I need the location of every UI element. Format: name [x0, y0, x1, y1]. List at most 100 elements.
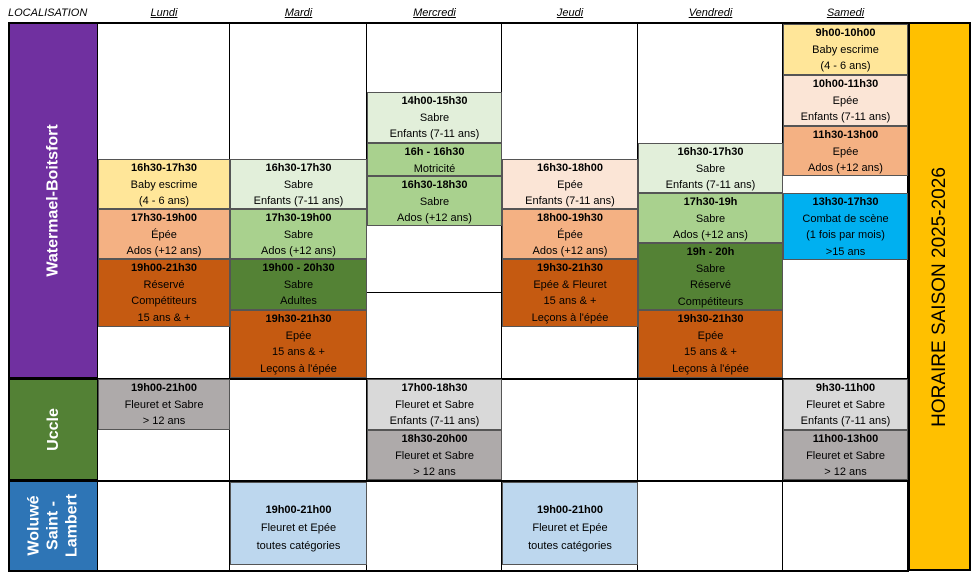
session-line: Epée [832, 145, 859, 158]
session-line: toutes catégories [528, 540, 612, 552]
session-block-lundi-uccle: 19h00-21h00 Fleuret et Sabre > 12 ans [98, 379, 230, 430]
session-time: 9h00-10h00 [815, 27, 876, 39]
session-line: Enfants (7-11 ans) [389, 415, 480, 428]
session-time: 19h30-21h30 [536, 262, 604, 274]
session-time: 17h30-19h00 [130, 212, 198, 224]
session-block-vendredi-3: 19h - 20h Sabre Réservé Compétiteurs [638, 243, 783, 310]
session-line: 15 ans & + [137, 311, 191, 324]
session-block-jeudi-1: 16h30-18h00 Epée Enfants (7-11 ans) [502, 159, 638, 209]
session-line: Réservé [690, 279, 731, 292]
session-block-samedi-2: 10h00-11h30 Epée Enfants (7-11 ans) [783, 75, 908, 126]
session-line: (4 - 6 ans) [820, 60, 871, 73]
session-line: Epée [557, 178, 583, 191]
location-uccle: Uccle [8, 378, 98, 480]
session-time: 18h00-19h30 [536, 212, 604, 224]
session-time: 17h30-19h00 [265, 212, 332, 224]
session-line: > 12 ans [824, 466, 867, 479]
session-time: 9h30-11h00 [815, 382, 876, 394]
session-line: Sabre [695, 212, 726, 225]
session-line: Sabre [283, 228, 314, 241]
session-time: 11h00-13h00 [812, 433, 879, 445]
session-time: 19h - 20h [686, 246, 735, 258]
session-time: 16h30-18h30 [401, 179, 468, 191]
session-line: 15 ans & + [272, 346, 325, 359]
session-line: Baby escrime [130, 178, 198, 191]
session-line: (1 fois par mois) [806, 229, 885, 242]
session-block-samedi-4: 13h30-17h30 Combat de scène (1 fois par … [783, 193, 908, 260]
session-block-lundi-2: 17h30-19h00 Épée Ados (+12 ans) [98, 209, 230, 259]
session-time: 18h30-20h00 [401, 433, 468, 445]
session-block-mercredi-2: 16h - 16h30 Motricité [367, 143, 502, 176]
session-block-mercredi-3: 16h30-18h30 Sabre Ados (+12 ans) [367, 176, 502, 226]
header-day-samedi: Samedi [826, 7, 865, 19]
header-day-vendredi: Vendredi [688, 7, 733, 19]
header-day-jeudi: Jeudi [556, 7, 584, 19]
session-line: toutes catégories [256, 540, 341, 552]
session-block-mardi-3: 19h00 - 20h30 Sabre Adultes [230, 259, 367, 310]
session-block-vendredi-2: 17h30-19h Sabre Ados (+12 ans) [638, 193, 783, 243]
session-block-samedi-uccle-2: 11h00-13h00 Fleuret et Sabre > 12 ans [783, 430, 908, 480]
season-label: HORAIRE SAISON 2025-2026 [928, 166, 950, 427]
session-line: Ados (+12 ans) [532, 245, 608, 258]
session-time: 14h00-15h30 [401, 95, 468, 107]
session-time: 17h30-19h [683, 196, 738, 208]
header-localisation: LOCALISATION [8, 7, 88, 19]
session-line: Épée [557, 228, 583, 241]
session-line: Adultes [280, 295, 317, 308]
session-line: Fleuret et Epée [260, 522, 337, 534]
header-day-mardi: Mardi [284, 7, 313, 19]
session-block-lundi-1: 16h30-17h30 Baby escrime (4 - 6 ans) [98, 159, 230, 209]
session-line: > 12 ans [142, 415, 186, 428]
session-line: Compétiteurs [131, 295, 197, 308]
session-time: 19h30-21h30 [265, 313, 332, 325]
session-block-vendredi-4: 19h30-21h30 Epée 15 ans & + Leçons à l'é… [638, 310, 783, 378]
session-line: Combat de scène [802, 212, 889, 225]
session-block-mardi-woluwe: 19h00-21h00 Fleuret et Epée toutes catég… [230, 482, 367, 565]
session-line: Enfants (7-11 ans) [389, 128, 480, 141]
session-line: Motricité [413, 162, 456, 175]
session-block-mercredi-uccle-2: 18h30-20h00 Fleuret et Sabre > 12 ans [367, 430, 502, 480]
session-line: Fleuret et Sabre [806, 398, 885, 411]
session-time: 13h30-17h30 [812, 196, 879, 208]
session-line: Épée [151, 228, 177, 241]
session-block-jeudi-woluwe: 19h00-21h00 Fleuret et Epée toutes catég… [502, 482, 638, 565]
session-time: 17h00-18h30 [401, 382, 468, 394]
session-line: Enfants (7-11 ans) [800, 111, 891, 124]
season-panel: HORAIRE SAISON 2025-2026 [908, 22, 971, 571]
session-line: Epée & Fleuret [533, 278, 607, 291]
session-line: > 12 ans [413, 466, 456, 479]
session-line: Leçons à l'épée [531, 311, 609, 324]
session-line: Epée [285, 329, 312, 342]
session-line: Enfants (7-11 ans) [525, 195, 615, 208]
session-line: Enfants (7-11 ans) [253, 195, 344, 208]
session-block-jeudi-2: 18h00-19h30 Épée Ados (+12 ans) [502, 209, 638, 259]
session-line: Ados (+12 ans) [808, 162, 883, 175]
session-time: 19h00-21h30 [130, 262, 198, 274]
session-line: Ados (+12 ans) [261, 245, 336, 258]
session-line: Enfants (7-11 ans) [800, 415, 891, 428]
session-time: 19h00-21h00 [130, 382, 198, 394]
session-time: 10h00-11h30 [812, 78, 879, 90]
session-time: 19h00-21h00 [265, 504, 332, 516]
session-time: 19h00-21h00 [536, 504, 604, 516]
session-line: Leçons à l'épée [260, 362, 337, 375]
session-line: Compétiteurs [677, 295, 744, 308]
session-time: 19h30-21h30 [677, 313, 744, 325]
session-block-samedi-3: 11h30-13h00 Epée Ados (+12 ans) [783, 126, 908, 176]
session-line: Ados (+12 ans) [397, 212, 472, 225]
session-line: Sabre [695, 162, 726, 175]
session-block-lundi-3: 19h00-21h30 Réservé Compétiteurs 15 ans … [98, 259, 230, 327]
session-line: Ados (+12 ans) [126, 245, 202, 258]
session-line: Fleuret et Sabre [124, 398, 204, 411]
session-block-mardi-2: 17h30-19h00 Sabre Ados (+12 ans) [230, 209, 367, 259]
location-watermael-boitsfort: Watermael-Boitsfort [8, 22, 98, 378]
session-line: Epée [832, 94, 859, 107]
session-time: 16h - 16h30 [404, 146, 465, 158]
session-block-mercredi-1: 14h00-15h30 Sabre Enfants (7-11 ans) [367, 92, 502, 143]
header-day-lundi: Lundi [150, 7, 178, 19]
session-line: Leçons à l'épée [672, 362, 749, 375]
session-block-mardi-4: 19h30-21h30 Epée 15 ans & + Leçons à l'é… [230, 310, 367, 378]
session-block-samedi-1: 9h00-10h00 Baby escrime (4 - 6 ans) [783, 24, 908, 75]
session-line: Sabre [419, 195, 450, 208]
band-woluwe [8, 480, 909, 572]
